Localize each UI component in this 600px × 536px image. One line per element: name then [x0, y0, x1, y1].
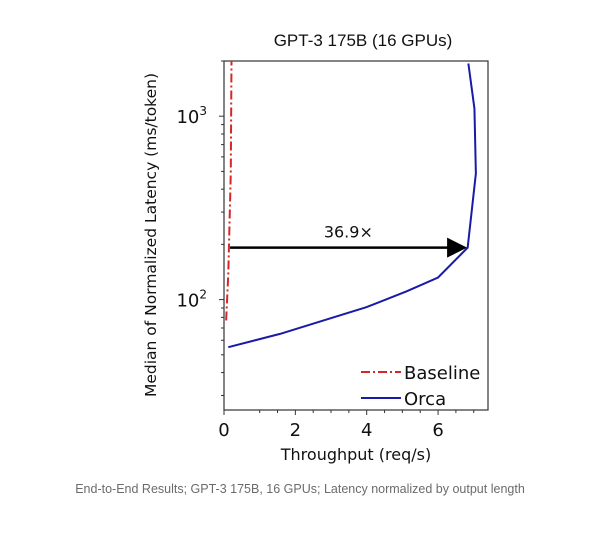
chart: GPT-3 175B (16 GPUs) 0 2 4 6 102 103 36.9× Base…: [142, 31, 489, 464]
annotation-label: 36.9×: [324, 223, 373, 242]
legend-label-baseline: Baseline: [404, 363, 480, 384]
x-tick-label: 0: [218, 420, 229, 441]
y-tick-label: 102: [176, 288, 207, 312]
y-tick-label: 103: [176, 104, 207, 128]
x-tick-label: 6: [432, 420, 443, 441]
series-line-orca: [228, 63, 477, 349]
x-axis-label: Throughput (req/s): [280, 445, 431, 464]
x-tick-label: 4: [361, 420, 372, 441]
series-line-baseline: [225, 60, 233, 321]
figure-caption: End-to-End Results; GPT-3 175B, 16 GPUs;…: [75, 482, 525, 496]
plot-frame: [223, 60, 489, 411]
legend-label-orca: Orca: [404, 389, 446, 410]
chart-title: GPT-3 175B (16 GPUs): [274, 31, 453, 50]
y-axis-label: Median of Normalized Latency (ms/token): [142, 73, 160, 397]
x-tick-label: 2: [290, 420, 301, 441]
